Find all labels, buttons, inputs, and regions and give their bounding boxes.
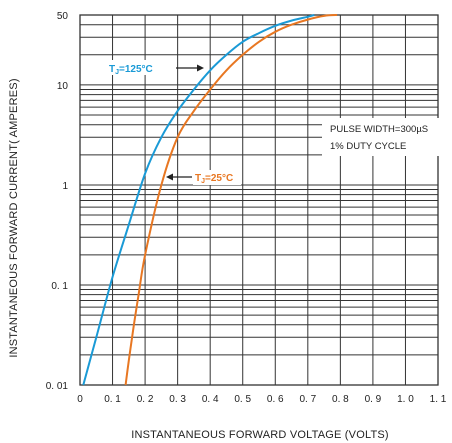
y-tick-label: 10	[57, 81, 69, 92]
curve-tj-25c	[124, 14, 338, 386]
annotation-pulse-width: PULSE WIDTH=300µS	[330, 124, 428, 135]
x-tick-label: 0. 1	[104, 394, 121, 405]
x-tick-label: 0. 9	[365, 394, 382, 405]
x-tick-label: 0. 2	[137, 394, 154, 405]
x-axis-label: INSTANTANEOUS FORWARD VOLTAGE (VOLTS)	[131, 429, 389, 441]
x-tick-label: 1. 1	[430, 394, 447, 405]
annotation-duty-cycle: 1% DUTY CYCLE	[330, 141, 406, 152]
chart-grid	[79, 14, 439, 386]
x-tick-label: 0. 7	[299, 394, 316, 405]
series-labels: TJ=125°C TJ=25°C	[106, 60, 241, 185]
series-arrow-head	[166, 173, 173, 181]
x-tick-label: 0. 5	[234, 394, 251, 405]
x-tick-label: 0. 8	[332, 394, 349, 405]
y-axis-label: INSTANTANEOUS FORWARD CURRENT( AMPERES)	[8, 78, 20, 357]
y-tick-label: 1	[62, 181, 68, 192]
x-tick-label: 0. 4	[202, 394, 219, 405]
plot-frame	[79, 14, 439, 386]
x-axis-ticks: 0 0. 1 0. 2 0. 3 0. 4 0. 5 0. 6 0. 7 0. 8 0. 9 1. …	[77, 394, 447, 405]
x-tick-label: 1. 0	[397, 394, 414, 405]
y-tick-label: 0. 1	[51, 281, 68, 292]
annotation-background	[322, 118, 440, 156]
series-label-tj-125c: TJ=125°C	[109, 64, 153, 76]
x-tick-label: 0. 6	[267, 394, 284, 405]
y-tick-label: 50	[57, 11, 69, 22]
x-tick-label: 0. 3	[169, 394, 186, 405]
series-label-background	[106, 60, 172, 75]
y-axis-ticks: 0. 01 0. 1 1 10 50	[46, 11, 69, 392]
x-tick-label: 0	[77, 394, 83, 405]
curve-tj-125c	[82, 14, 315, 386]
y-tick-label: 0. 01	[46, 381, 69, 392]
series-arrow-head	[197, 64, 204, 72]
series-label-background	[193, 170, 241, 185]
series-label-tj-25c: TJ=25°C	[195, 173, 233, 185]
pulse-annotation: PULSE WIDTH=300µS 1% DUTY CYCLE	[322, 118, 440, 156]
series-curves	[82, 14, 338, 386]
